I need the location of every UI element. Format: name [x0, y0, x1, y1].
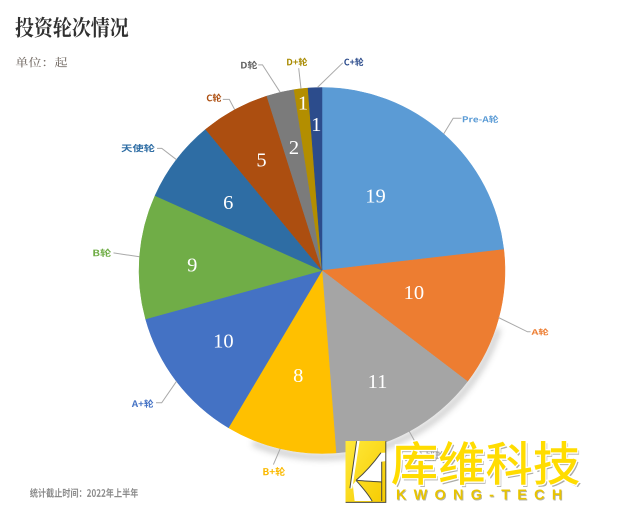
svg-text:19: 19	[365, 185, 386, 207]
svg-text:11: 11	[368, 371, 388, 393]
svg-text:KWONG-TECH: KWONG-TECH	[396, 488, 570, 504]
svg-text:1: 1	[311, 114, 321, 136]
svg-text:8: 8	[293, 365, 303, 387]
svg-text:9: 9	[187, 255, 197, 277]
svg-text:1: 1	[298, 92, 308, 114]
svg-text:2: 2	[289, 137, 299, 159]
svg-text:6: 6	[223, 192, 233, 214]
svg-text:10: 10	[404, 282, 425, 304]
svg-text:5: 5	[256, 150, 266, 172]
svg-text:10: 10	[213, 331, 234, 353]
svg-text:KWONG-TECH: KWONG-TECH	[397, 488, 571, 504]
